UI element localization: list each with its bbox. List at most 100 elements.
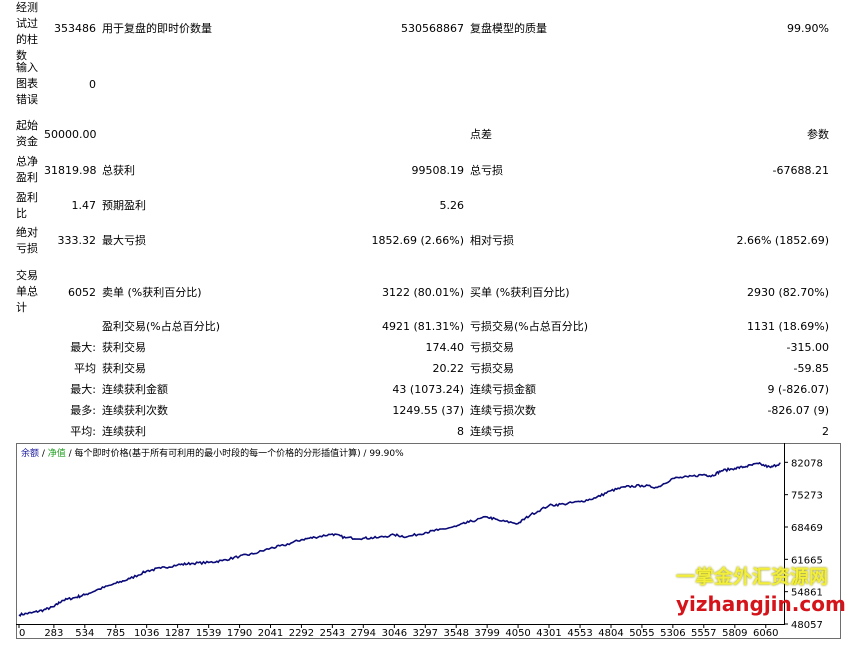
- max-consecutive-profit-label: 连续获利金额: [102, 383, 168, 396]
- maximal-drawdown-label: 最大亏损: [102, 234, 146, 247]
- chart-legend: 余额 / 净值 / 每个即时价格(基于所有可利用的最小时段的每一个价格的分形插值…: [21, 447, 404, 459]
- gross-loss-value: -67688.21: [772, 164, 829, 177]
- watermark-url: yizhangjin.com: [676, 592, 846, 616]
- bars-tested-value: 353486: [54, 22, 96, 35]
- expected-payoff-value: 5.26: [439, 199, 465, 212]
- chart-errors-label: 输入图表错误: [16, 61, 38, 106]
- x-tick-label: 2041: [258, 628, 283, 639]
- x-tick-label: 3297: [413, 628, 438, 639]
- gross-profit-label: 总获利: [102, 164, 135, 177]
- total-net-profit-label: 总净盈利: [16, 155, 38, 184]
- legend-description: / 每个即时价格(基于所有可利用的最小时段的每一个价格的分形插值计算) / 99…: [66, 447, 404, 459]
- profit-trades-label: 盈利交易(%占总百分比): [102, 320, 221, 333]
- ticks-modelled-label: 用于复盘的即时价数量: [102, 22, 212, 35]
- x-tick-label: 0: [19, 628, 25, 639]
- avg-consecutive-loss-label: 连续亏损: [470, 425, 514, 438]
- watermark-chinese: 一掌金外汇资源网: [676, 566, 829, 588]
- x-tick-label: 4050: [505, 628, 530, 639]
- max-consecutive-profit-value: 43 (1073.24): [392, 383, 464, 396]
- initial-deposit-label: 起始资金: [16, 119, 38, 148]
- total-trades-label: 交易单总计: [16, 269, 38, 314]
- average-profit-label: 获利交易: [102, 362, 146, 375]
- x-tick-label: 5557: [691, 628, 716, 639]
- legend-sep: /: [39, 449, 48, 459]
- avg-consecutive-profit-label: 连续获利: [102, 425, 146, 438]
- avg-consecutive-prefix: 平均:: [70, 425, 96, 438]
- spread-value: 参数: [807, 128, 829, 141]
- axis-ticks: 0 283 534 785 1036 1287 1539 1790 2041 2292 2543 27…: [18, 458, 823, 639]
- gross-profit-value: 99508.19: [411, 164, 465, 177]
- relative-drawdown-label: 相对亏损: [470, 234, 514, 247]
- ticks-modelled-value: 530568867: [401, 22, 464, 35]
- gross-loss-label: 总亏损: [470, 164, 503, 177]
- total-net-profit-value: 31819.98: [44, 164, 97, 177]
- x-tick-label: 3799: [474, 628, 499, 639]
- x-tick-label: 4804: [598, 628, 623, 639]
- max-consecutive-loss-value: 9 (-826.07): [767, 383, 829, 396]
- maximal-consecutive-prefix: 最多:: [70, 404, 96, 417]
- x-tick-label: 283: [44, 628, 63, 639]
- legend-balance: 余额: [21, 447, 39, 459]
- model-quality-label: 复盘模型的质量: [470, 22, 547, 35]
- y-tick-label: 75273: [791, 491, 823, 502]
- x-tick-label: 5809: [722, 628, 747, 639]
- balance-chart: 0 283 534 785 1036 1287 1539 1790 2041 2292 2543 27…: [16, 443, 841, 639]
- bars-tested-label: 经测试过的柱数: [16, 1, 38, 62]
- spread-label: 点差: [470, 128, 492, 141]
- maximal-drawdown-value: 1852.69 (2.66%): [371, 234, 464, 247]
- total-trades-value: 6052: [68, 286, 96, 299]
- profit-factor-label: 盈利比: [16, 191, 38, 220]
- largest-loss-label: 亏损交易: [470, 341, 514, 354]
- loss-trades-label: 亏损交易(%占总百分比): [470, 320, 589, 333]
- largest-loss-value: -315.00: [786, 341, 829, 354]
- x-tick-label: 4553: [567, 628, 592, 639]
- avg-consecutive-loss-value: 2: [822, 425, 829, 438]
- relative-drawdown-value: 2.66% (1852.69): [736, 234, 829, 247]
- maximal-consecutive-profit-label: 连续获利次数: [102, 404, 168, 417]
- x-tick-label: 2292: [289, 628, 314, 639]
- x-tick-label: 4301: [536, 628, 561, 639]
- long-positions-label: 买单 (%获利百分比): [470, 286, 570, 299]
- max-consecutive-prefix: 最大:: [70, 383, 96, 396]
- balance-chart-svg: 0 283 534 785 1036 1287 1539 1790 2041 2292 2543 27…: [16, 443, 841, 639]
- x-tick-label: 5306: [660, 628, 685, 639]
- x-tick-label: 1539: [196, 628, 221, 639]
- watermark: 一掌金外汇资源网 yizhangjin.com: [676, 562, 846, 616]
- x-tick-label: 1036: [134, 628, 159, 639]
- profit-factor-value: 1.47: [71, 199, 97, 212]
- y-tick-label: 54861: [791, 588, 823, 599]
- short-positions-label: 卖单 (%获利百分比): [102, 286, 202, 299]
- chart-errors-value: 0: [89, 78, 96, 91]
- expected-payoff-label: 预期盈利: [102, 199, 146, 212]
- y-tick-label: 61665: [791, 555, 823, 566]
- largest-prefix: 最大:: [70, 341, 96, 354]
- x-tick-label: 5055: [629, 628, 654, 639]
- y-tick-label: 82078: [791, 458, 823, 469]
- absolute-drawdown-value: 333.32: [57, 234, 97, 247]
- balance-series-line: [18, 461, 781, 618]
- absolute-drawdown-label: 绝对亏损: [16, 226, 38, 255]
- maximal-consecutive-profit-value: 1249.55 (37): [392, 404, 464, 417]
- x-tick-label: 6060: [753, 628, 778, 639]
- maximal-consecutive-loss-label: 连续亏损次数: [470, 404, 536, 417]
- model-quality-value: 99.90%: [787, 22, 829, 35]
- initial-deposit-value: 50000.00: [44, 128, 97, 141]
- short-positions-value: 3122 (80.01%): [381, 286, 464, 299]
- x-tick-label: 2543: [320, 628, 345, 639]
- x-tick-label: 785: [106, 628, 125, 639]
- loss-trades-value: 1131 (18.69%): [746, 320, 829, 333]
- max-consecutive-loss-label: 连续亏损金额: [470, 383, 536, 396]
- maximal-consecutive-loss-value: -826.07 (9): [767, 404, 829, 417]
- x-tick-label: 1790: [227, 628, 252, 639]
- largest-profit-value: 174.40: [425, 341, 465, 354]
- average-loss-value: -59.85: [793, 362, 829, 375]
- largest-profit-label: 获利交易: [102, 341, 146, 354]
- x-tick-label: 3046: [382, 628, 407, 639]
- y-tick-label: 48057: [791, 620, 823, 631]
- x-tick-label: 534: [75, 628, 94, 639]
- profit-trades-value: 4921 (81.31%): [381, 320, 464, 333]
- legend-equity: 净值: [48, 447, 66, 459]
- long-positions-value: 2930 (82.70%): [746, 286, 829, 299]
- average-prefix: 平均: [74, 362, 96, 375]
- y-tick-label: 68469: [791, 523, 823, 534]
